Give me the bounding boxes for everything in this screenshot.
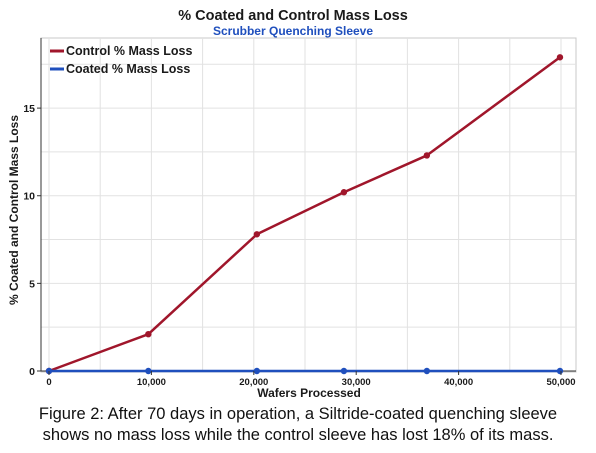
tick-labels: 0 10,000 20,000 30,000 40,000 50,000 0 5 10 15 [23, 103, 575, 388]
data-point-coated [340, 367, 348, 375]
figure-caption: Figure 2: After 70 days in operation, a … [0, 404, 596, 446]
series-layer [45, 54, 564, 375]
y-tick-label: 5 [29, 278, 35, 290]
y-tick-label: 0 [29, 366, 35, 378]
x-tick-label: 50,000 [546, 377, 575, 388]
y-tick-label: 10 [23, 191, 35, 203]
caption-line-1: Figure 2: After 70 days in operation, a … [38, 405, 558, 423]
data-point-coated [253, 367, 261, 375]
x-tick-label: 30,000 [342, 377, 371, 388]
chart: % Coated and Control Mass Loss Scrubber … [7, 8, 577, 400]
y-tick-label: 15 [23, 103, 35, 115]
legend: Control % Mass Loss Coated % Mass Loss [50, 44, 192, 76]
y-axis-label: % Coated and Control Mass Loss [7, 115, 21, 305]
chart-subtitle: Scrubber Quenching Sleeve [213, 24, 373, 38]
plot-area [40, 37, 577, 373]
data-point-control [423, 152, 431, 159]
data-point-control [145, 330, 152, 338]
chart-title: % Coated and Control Mass Loss [178, 8, 408, 24]
x-tick-label: 0 [46, 377, 51, 388]
legend-label-control: Control % Mass Loss [66, 44, 192, 58]
x-tick-label: 20,000 [239, 377, 268, 388]
data-point-control [340, 189, 348, 196]
caption-line-2: shows no mass loss while the control sle… [42, 426, 554, 444]
data-point-coated [145, 367, 152, 375]
data-point-coated [556, 367, 564, 375]
x-axis-label: Wafers Processed [257, 386, 361, 400]
legend-label-coated: Coated % Mass Loss [66, 62, 190, 76]
x-tick-label: 10,000 [137, 377, 166, 388]
data-point-control [253, 231, 261, 238]
data-point-coated [423, 367, 431, 375]
series-line-control [48, 56, 561, 373]
x-tick-label: 40,000 [444, 377, 473, 388]
data-point-control [556, 54, 564, 61]
